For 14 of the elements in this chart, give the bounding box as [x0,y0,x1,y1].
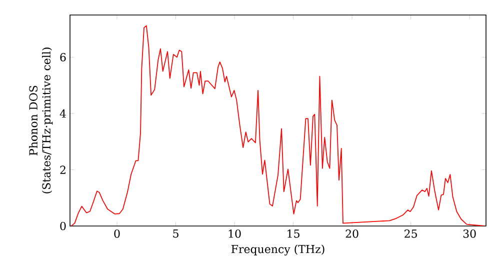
x-tick-label: 15 [288,230,300,238]
y-tick-label: 2 [60,166,66,174]
x-tick-label: 25 [404,230,417,238]
y-tick-label: 6 [60,53,66,62]
x-axis-title: Frequency (THz) [231,244,324,256]
x-tick-label: 10 [228,230,241,238]
x-tick-label: 5 [173,230,178,238]
y-tick-label: 0 [60,222,66,230]
x-tick-label: 30 [463,230,476,238]
line-series [70,25,486,226]
x-tick-label: 0 [114,230,120,238]
y-tick-label: 4 [60,109,66,118]
y-axis-title: Phonon DOS (States/THz·primitive cell) [28,48,53,194]
x-tick-label: 20 [346,230,358,238]
